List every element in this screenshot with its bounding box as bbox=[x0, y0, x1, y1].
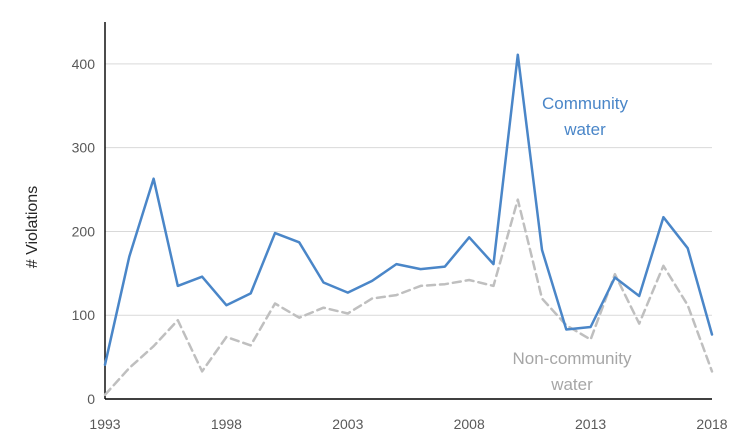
community-water-label: Community water bbox=[542, 94, 628, 139]
series-label-line: Community bbox=[542, 94, 628, 113]
series-label-line: water bbox=[550, 375, 593, 394]
x-tick-label: 2003 bbox=[332, 416, 363, 432]
series-label-line: Non-community bbox=[512, 349, 632, 368]
series-labels: Community water Non-community water bbox=[512, 94, 632, 394]
x-tick-label: 1998 bbox=[211, 416, 242, 432]
y-tick-label: 100 bbox=[72, 307, 96, 323]
series-lines bbox=[103, 53, 714, 397]
community-water-line bbox=[103, 53, 714, 366]
x-tick-label: 2013 bbox=[575, 416, 606, 432]
y-tick-label: 200 bbox=[72, 223, 96, 239]
x-tick-label: 2008 bbox=[454, 416, 485, 432]
x-tick-label: 1993 bbox=[89, 416, 120, 432]
y-axis-title: # Violations bbox=[24, 186, 41, 268]
x-tick-label: 2018 bbox=[696, 416, 727, 432]
y-tick-label: 400 bbox=[72, 56, 96, 72]
gridlines bbox=[105, 63, 712, 316]
y-tick-label: 300 bbox=[72, 140, 96, 156]
x-tick-labels: 1993 1998 2003 2008 2013 2018 bbox=[89, 416, 727, 432]
series-label-line: water bbox=[563, 120, 606, 139]
y-tick-label: 0 bbox=[87, 391, 95, 407]
y-tick-labels: 0 100 200 300 400 bbox=[72, 56, 96, 407]
non-community-water-label: Non-community water bbox=[512, 349, 632, 394]
